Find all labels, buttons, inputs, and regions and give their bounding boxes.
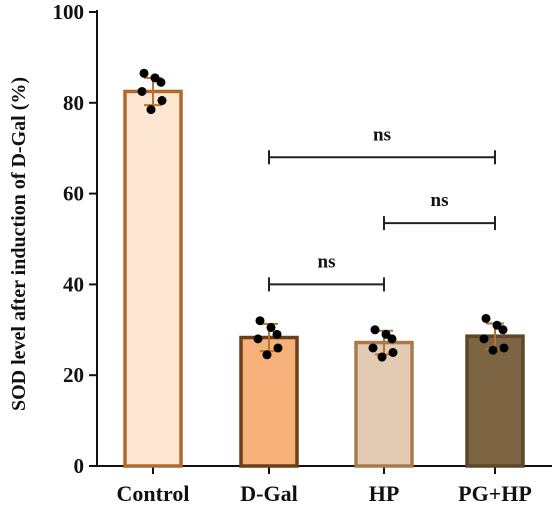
data-point <box>272 329 282 339</box>
data-point <box>479 334 489 344</box>
y-tick-label: 40 <box>63 272 84 296</box>
x-tick-label: D-Gal <box>240 481 297 506</box>
y-axis-tick-labels: 0 20 40 60 80 100 <box>53 0 85 478</box>
x-tick-label: Control <box>117 481 190 506</box>
error-bars <box>144 76 504 356</box>
bar-pg-hp <box>465 334 525 468</box>
data-point <box>156 77 166 87</box>
x-axis-labels: Control D-Gal HP PG+HP <box>117 481 532 506</box>
data-point <box>498 325 508 335</box>
y-tick-label: 0 <box>74 454 85 478</box>
data-point <box>481 313 491 323</box>
data-point <box>368 343 378 353</box>
significance-label: ns <box>318 251 336 272</box>
bar-control <box>123 89 183 468</box>
data-point <box>253 334 263 344</box>
data-point <box>146 105 156 115</box>
y-tick-label: 80 <box>63 91 84 115</box>
data-point <box>157 96 167 106</box>
y-tick-label: 100 <box>53 0 85 24</box>
y-axis-label: SOD level after induction of D-Gal (%) <box>8 77 30 411</box>
bars <box>123 89 525 468</box>
data-point <box>377 352 387 362</box>
data-point <box>370 325 380 335</box>
data-point <box>388 348 398 357</box>
data-point <box>387 334 397 344</box>
x-tick-label: HP <box>369 481 400 506</box>
data-point <box>488 345 498 355</box>
data-point <box>273 343 283 353</box>
y-tick-label: 20 <box>63 363 84 387</box>
data-point <box>137 86 147 96</box>
data-points <box>137 68 509 362</box>
data-point <box>139 68 149 78</box>
y-tick-label: 60 <box>63 182 84 206</box>
significance-brackets: ns ns ns <box>268 124 496 292</box>
data-point <box>262 350 272 360</box>
data-point <box>499 343 509 353</box>
significance-label: ns <box>431 190 449 211</box>
x-tick-label: PG+HP <box>458 481 532 506</box>
bar-d-gal <box>239 335 299 468</box>
data-point <box>266 323 276 333</box>
significance-label: ns <box>373 124 391 145</box>
data-point <box>255 316 265 326</box>
